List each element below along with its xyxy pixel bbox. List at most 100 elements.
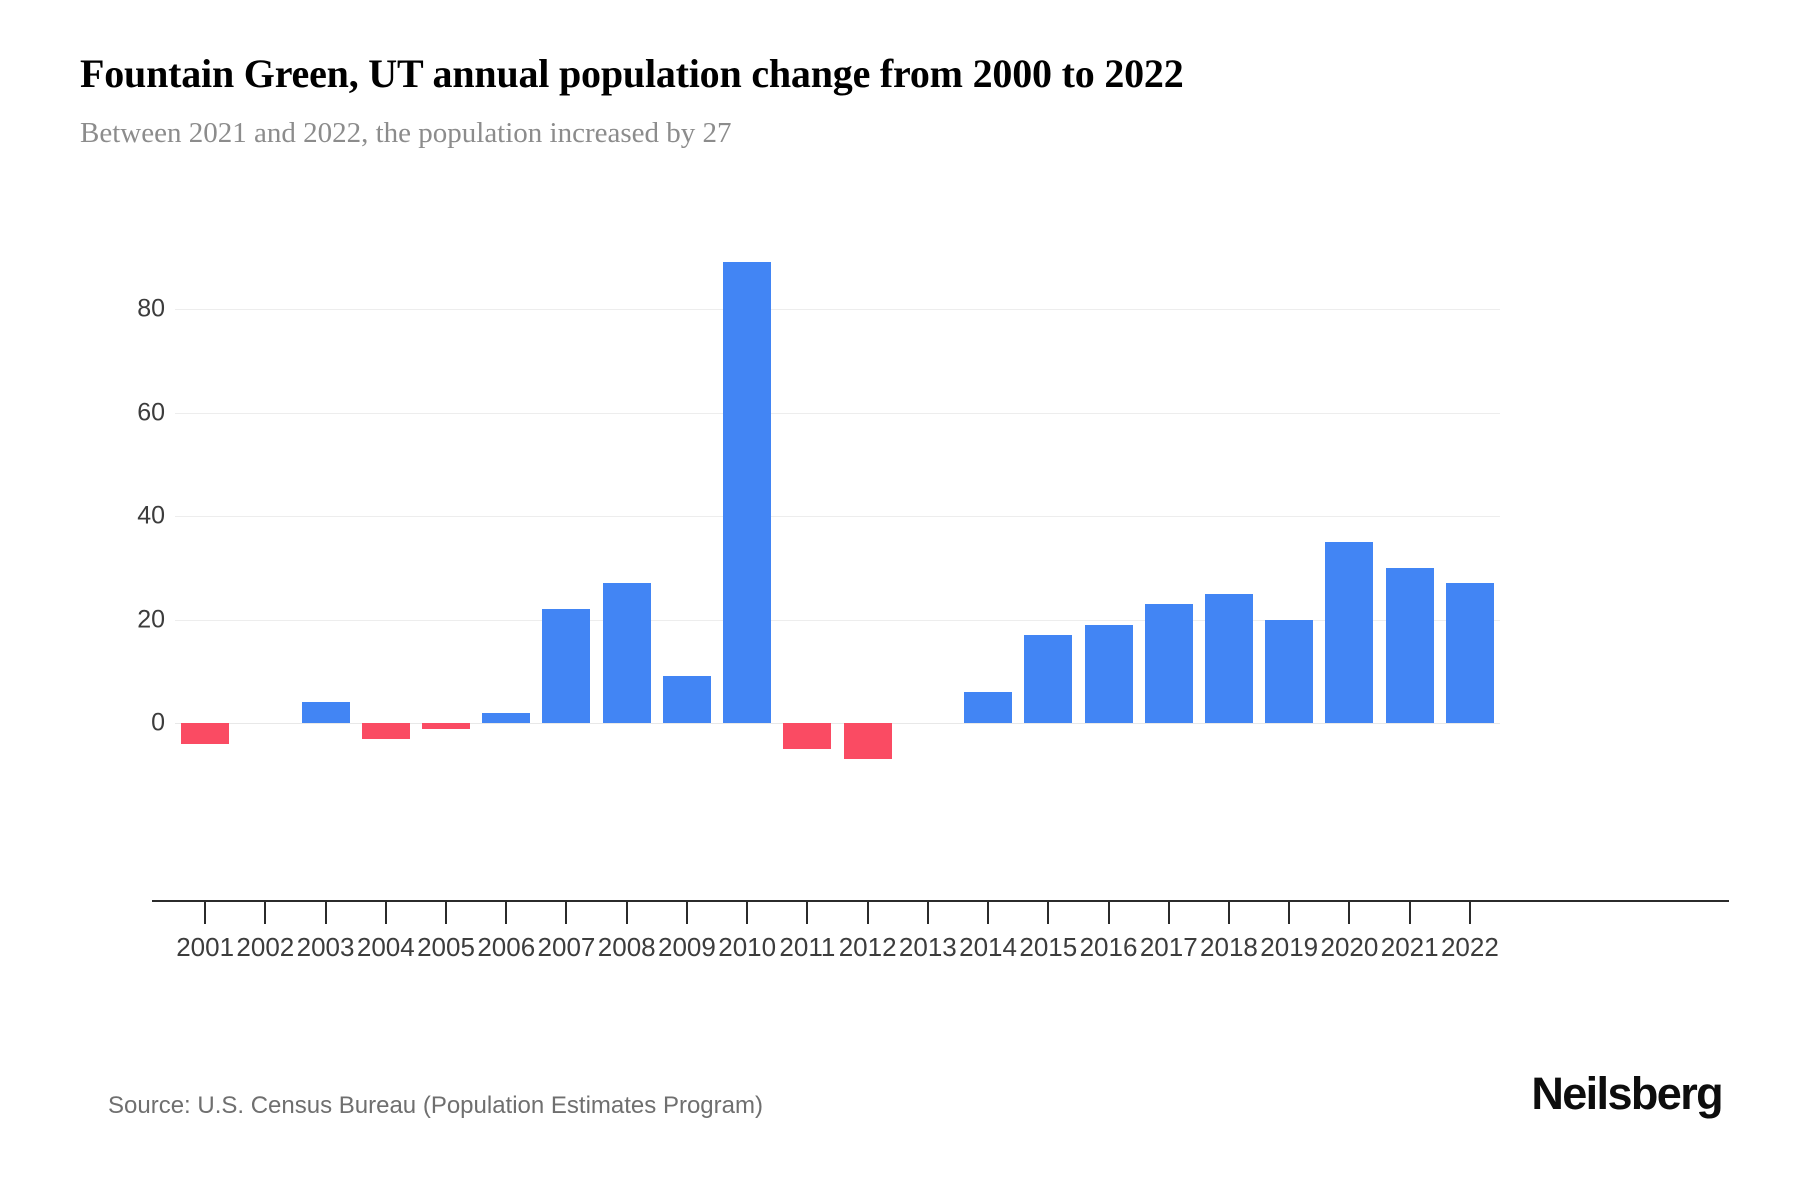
- x-axis-label-2015: 2015: [1019, 932, 1078, 962]
- x-axis-label-2006: 2006: [477, 932, 536, 962]
- bar-2014[interactable]: [958, 0, 1018, 1200]
- bar-2017[interactable]: [1139, 0, 1199, 1200]
- x-tick-2008: [625, 902, 628, 924]
- x-tick-2003: [324, 902, 327, 924]
- bar-rect-2018: [1204, 593, 1253, 723]
- x-axis-label-2010: 2010: [718, 932, 777, 962]
- x-tick-2021: [1408, 902, 1411, 924]
- bar-rect-2016: [1084, 624, 1133, 723]
- x-axis-label-2016: 2016: [1079, 932, 1138, 962]
- bar-2009[interactable]: [657, 0, 717, 1200]
- x-axis-label-2008: 2008: [597, 932, 656, 962]
- x-tick-2002: [264, 902, 267, 924]
- x-tick-2019: [1288, 902, 1291, 924]
- bar-2018[interactable]: [1199, 0, 1259, 1200]
- x-tick-2022: [1468, 902, 1471, 924]
- x-axis-label-2003: 2003: [296, 932, 355, 962]
- chart-header: Fountain Green, UT annual population cha…: [80, 48, 1720, 152]
- bar-rect-2005: [422, 723, 471, 729]
- bar-2010[interactable]: [717, 0, 777, 1200]
- x-axis-label-2004: 2004: [356, 932, 415, 962]
- x-tick-2016: [1107, 902, 1110, 924]
- x-axis-label-2018: 2018: [1200, 932, 1258, 962]
- x-tick-2005: [445, 902, 448, 924]
- gridlines-group: [175, 0, 1500, 1200]
- bar-rect-2020: [1325, 541, 1374, 723]
- bars-group: [175, 0, 1500, 1200]
- bar-rect-2021: [1385, 567, 1434, 723]
- gridline-60: [175, 412, 1500, 414]
- bar-2005[interactable]: [416, 0, 476, 1200]
- gridline-0: [175, 723, 1500, 724]
- x-axis-label-2014: 2014: [959, 932, 1017, 962]
- x-axis-label-2007: 2007: [537, 932, 596, 962]
- bar-rect-2009: [662, 676, 711, 723]
- x-axis-label-2020: 2020: [1320, 932, 1379, 962]
- chart-subtitle: Between 2021 and 2022, the population in…: [80, 117, 732, 149]
- bar-rect-2004: [361, 723, 410, 739]
- bar-2008[interactable]: [597, 0, 657, 1200]
- y-axis-label-40: 40: [137, 501, 165, 530]
- x-tick-2001: [204, 902, 207, 924]
- gridline-20: [175, 619, 1500, 621]
- y-axis-labels: 0 20 40 60 80: [80, 0, 165, 1200]
- bar-rect-2017: [1144, 603, 1193, 723]
- y-axis-label-20: 20: [137, 605, 165, 633]
- bar-2019[interactable]: [1259, 0, 1319, 1200]
- bar-rect-2008: [602, 583, 651, 723]
- x-tick-2006: [505, 902, 508, 924]
- bar-rect-2011: [783, 723, 832, 749]
- x-axis-label-2011: 2011: [779, 932, 836, 962]
- bar-2016[interactable]: [1078, 0, 1138, 1200]
- x-axis-label-2013: 2013: [898, 932, 957, 962]
- bar-2004[interactable]: [356, 0, 416, 1200]
- bar-rect-2001: [181, 723, 230, 744]
- x-axis-label-2019: 2019: [1260, 932, 1319, 962]
- x-tick-2020: [1348, 902, 1351, 924]
- x-tick-2018: [1227, 902, 1230, 924]
- x-axis-ticks-group: 2001 2002 2003 2004 2005 2006 2007 2008 2009 2010…: [175, 902, 1500, 962]
- x-axis-label-2021: 2021: [1380, 932, 1439, 962]
- source-note: Source: U.S. Census Bureau (Population E…: [108, 1092, 763, 1119]
- brand-logo: Neilsberg: [1531, 1068, 1723, 1119]
- bar-rect-2006: [482, 712, 531, 723]
- bar-rect-2019: [1265, 619, 1314, 723]
- bar-rect-2010: [723, 262, 772, 723]
- bar-2003[interactable]: [295, 0, 355, 1200]
- x-tick-2009: [685, 902, 688, 924]
- x-axis-label-2001: 2001: [176, 932, 235, 962]
- y-axis-label-60: 60: [137, 398, 165, 426]
- x-axis-label-2017: 2017: [1139, 932, 1198, 962]
- bar-2020[interactable]: [1319, 0, 1379, 1200]
- bar-2012[interactable]: [838, 0, 898, 1200]
- x-axis-label-2012: 2012: [838, 932, 897, 962]
- bar-2022[interactable]: [1440, 0, 1500, 1200]
- bar-2013[interactable]: [898, 0, 958, 1200]
- bar-2011[interactable]: [777, 0, 837, 1200]
- bar-2007[interactable]: [536, 0, 596, 1200]
- x-tick-2007: [565, 902, 568, 924]
- bar-2002[interactable]: [235, 0, 295, 1200]
- gridline-40: [175, 516, 1500, 517]
- bar-2015[interactable]: [1018, 0, 1078, 1200]
- x-tick-2012: [866, 902, 869, 924]
- y-axis-label-80: 80: [137, 294, 165, 323]
- bar-rect-2015: [1024, 635, 1073, 723]
- page-title: Fountain Green, UT annual population cha…: [80, 51, 1184, 96]
- x-tick-2014: [987, 902, 990, 924]
- bar-rect-2012: [843, 723, 892, 760]
- bar-2021[interactable]: [1380, 0, 1440, 1200]
- x-axis-label-2009: 2009: [658, 932, 716, 962]
- bar-2006[interactable]: [476, 0, 536, 1200]
- x-tick-2010: [746, 902, 749, 924]
- bar-rect-2007: [542, 609, 591, 723]
- bar-2001[interactable]: [175, 0, 235, 1200]
- gridline-80: [175, 309, 1500, 310]
- x-axis-line: [152, 900, 1729, 902]
- y-axis-label-0: 0: [151, 708, 165, 737]
- bar-rect-2003: [301, 702, 350, 723]
- x-tick-2013: [926, 902, 929, 924]
- x-tick-2017: [1167, 902, 1170, 924]
